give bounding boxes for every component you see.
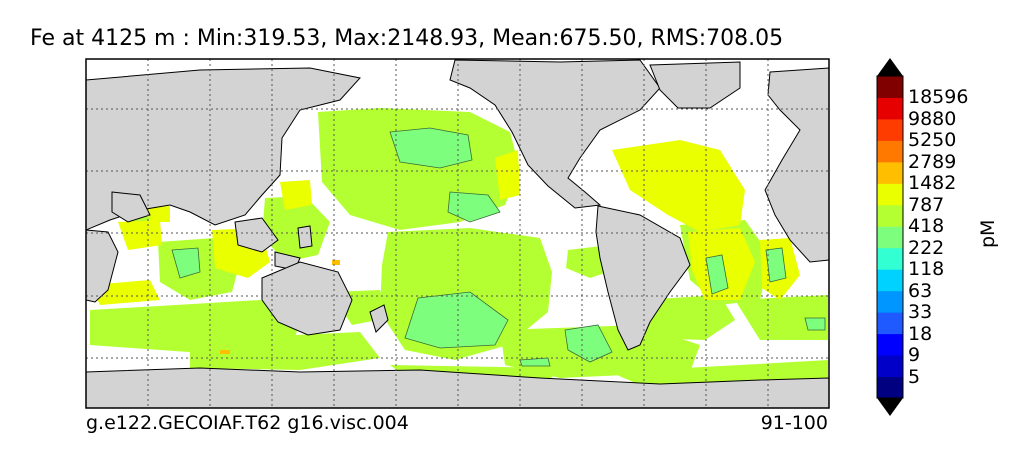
colorbar-tick-label: 33 [908,301,933,324]
field-787-1482 [90,140,800,305]
colorbar-segment [877,290,903,313]
plot-title: Fe at 4125 m : Min:319.53, Max:2148.93, … [30,26,784,51]
field-1482-2789 [220,260,340,354]
colorbar-tick-label: 18596 [908,86,969,109]
colorbar-tick-label: 18 [908,322,933,345]
colorbar-segment [877,140,903,163]
colorbar-tick-label: 9 [908,344,921,367]
colorbar-under-arrow [877,398,903,416]
field-222-418 [171,127,826,367]
colorbar-segment [877,355,903,378]
map-frame [85,58,830,409]
colorbar-segment [877,376,903,399]
colorbar-tick-label: 5250 [908,129,957,152]
colorbar-segment [877,183,903,206]
colorbar-tick-label: 787 [908,193,945,216]
year-range: 91-100 [760,412,828,434]
colorbar-tick-label: 5 [908,365,921,388]
colorbar-segment [877,204,903,227]
colorbar-tick-label: 222 [908,236,945,259]
colorbar-tick-label: 418 [908,215,945,238]
colorbar-tick-label: 1482 [908,172,957,195]
colorbar-over-arrow [877,58,903,76]
colorbar-tick-label: 118 [908,258,945,281]
case-name: g.e122.GECOIAF.T62 g16.visc.004 [86,412,409,434]
colorbar-segment [877,269,903,292]
colorbar-segment [877,333,903,356]
colorbar-tick-label: 2789 [908,150,957,173]
colorbar-tick-label: 9880 [908,107,957,130]
colorbar-tick-label: 63 [908,279,933,302]
colorbar-segment [877,118,903,141]
colorbar-segment [877,161,903,184]
land-masses [86,59,829,408]
colorbar [876,58,904,416]
colorbar-unit: pM [977,219,999,248]
map-area [86,59,829,408]
colorbar-segment [877,76,903,98]
colorbar-segment [877,226,903,249]
colorbar-segment [877,247,903,270]
colorbar-segment [877,97,903,120]
colorbar-segment [877,312,903,335]
colorbar-frame [876,75,904,399]
gridlines [86,59,829,408]
